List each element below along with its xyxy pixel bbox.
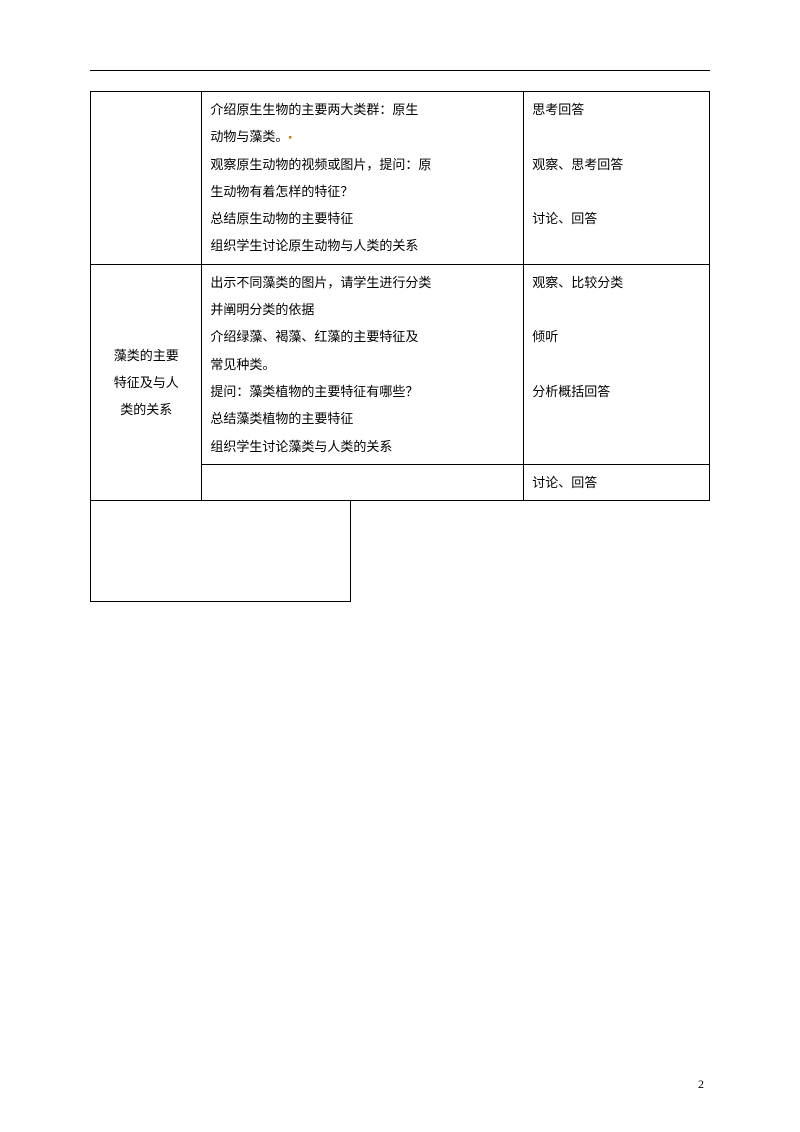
table-row: 藻类的主要 特征及与人 类的关系 出示不同藻类的图片，请学生进行分类 并阐明分类… xyxy=(91,264,710,464)
text-line: 观察原生动物的视频或图片，提问：原 xyxy=(210,151,515,178)
cell-teacher-activity-1: 介绍原生生物的主要两大类群：原生 动物与藻类。▪ 观察原生动物的视频或图片，提问… xyxy=(202,92,524,265)
document-page: 介绍原生生物的主要两大类群：原生 动物与藻类。▪ 观察原生动物的视频或图片，提问… xyxy=(0,0,800,1132)
cell-student-activity-2: 观察、比较分类 倾听 分析概括回答 xyxy=(524,264,710,464)
text-line: 提问：藻类植物的主要特征有哪些？ xyxy=(210,378,515,405)
marker-icon: ▪ xyxy=(288,133,292,144)
empty-cell xyxy=(91,501,351,601)
text-line: 总结藻类植物的主要特征 xyxy=(210,405,515,432)
lesson-plan-table: 介绍原生生物的主要两大类群：原生 动物与藻类。▪ 观察原生动物的视频或图片，提问… xyxy=(90,91,710,501)
text-line: 倾听 xyxy=(532,323,701,350)
text-line xyxy=(532,351,701,378)
cell-topic-1 xyxy=(91,92,202,265)
table-row: 介绍原生生物的主要两大类群：原生 动物与藻类。▪ 观察原生动物的视频或图片，提问… xyxy=(91,92,710,265)
text-line: 组织学生讨论原生动物与人类的关系 xyxy=(210,232,515,259)
text-line: 生动物有着怎样的特征？ xyxy=(210,178,515,205)
text-line: 讨论、回答 xyxy=(532,205,701,232)
cell-topic-2: 藻类的主要 特征及与人 类的关系 xyxy=(91,264,202,500)
cell-student-activity-3: 讨论、回答 xyxy=(524,464,710,500)
text-line xyxy=(532,296,701,323)
text-line: 类的关系 xyxy=(99,396,193,423)
text-line: 并阐明分类的依据 xyxy=(210,296,515,323)
cell-teacher-activity-3 xyxy=(202,464,524,500)
text-line: 观察、思考回答 xyxy=(532,151,701,178)
text-line: 观察、比较分类 xyxy=(532,269,701,296)
text-line: 常见种类。 xyxy=(210,351,515,378)
text-line: 分析概括回答 xyxy=(532,378,701,405)
text-line: 组织学生讨论藻类与人类的关系 xyxy=(210,433,515,460)
page-number: 2 xyxy=(698,1077,704,1092)
text-line xyxy=(532,178,701,205)
text-line: 介绍原生生物的主要两大类群：原生 xyxy=(210,96,515,123)
text-line: 介绍绿藻、褐藻、红藻的主要特征及 xyxy=(210,323,515,350)
text-line: 讨论、回答 xyxy=(532,469,701,496)
text-line xyxy=(532,123,701,150)
text-line: 总结原生动物的主要特征 xyxy=(210,205,515,232)
text-line: 特征及与人 xyxy=(99,369,193,396)
sub-box xyxy=(90,501,351,602)
cell-teacher-activity-2: 出示不同藻类的图片，请学生进行分类 并阐明分类的依据 介绍绿藻、褐藻、红藻的主要… xyxy=(202,264,524,464)
text-line: 思考回答 xyxy=(532,96,701,123)
text-line: 动物与藻类。▪ xyxy=(210,123,515,150)
table-row xyxy=(91,501,351,601)
text-line: 藻类的主要 xyxy=(99,342,193,369)
header-rule xyxy=(90,70,710,71)
cell-student-activity-1: 思考回答 观察、思考回答 讨论、回答 xyxy=(524,92,710,265)
text-line: 出示不同藻类的图片，请学生进行分类 xyxy=(210,269,515,296)
